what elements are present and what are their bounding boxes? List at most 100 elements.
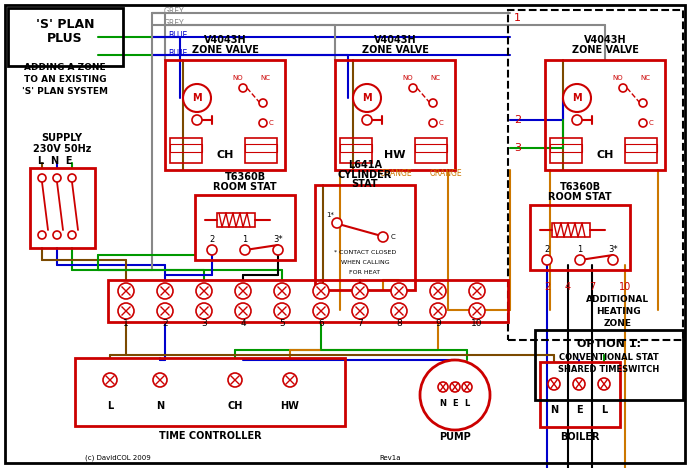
Text: 230V 50Hz: 230V 50Hz	[33, 144, 91, 154]
Text: L641A: L641A	[348, 160, 382, 170]
Text: ADDITIONAL: ADDITIONAL	[586, 295, 649, 305]
Circle shape	[183, 84, 211, 112]
Circle shape	[420, 360, 490, 430]
Bar	[217, 213, 255, 227]
Bar	[75, 358, 345, 426]
Text: NC: NC	[640, 75, 650, 81]
Circle shape	[598, 378, 610, 390]
Text: BOILER: BOILER	[560, 432, 600, 442]
Circle shape	[235, 283, 251, 299]
Text: NO: NO	[233, 75, 244, 81]
Circle shape	[391, 303, 407, 319]
Bar	[340, 144, 372, 152]
Text: WHEN CALLING: WHEN CALLING	[341, 261, 389, 265]
Circle shape	[53, 174, 61, 182]
Circle shape	[153, 373, 167, 387]
Text: BLUE: BLUE	[168, 30, 187, 39]
Circle shape	[273, 245, 283, 255]
Text: (c) DavidCOL 2009: (c) DavidCOL 2009	[85, 455, 150, 461]
Circle shape	[259, 99, 267, 107]
Text: M: M	[193, 93, 201, 103]
Text: CONVENTIONAL STAT: CONVENTIONAL STAT	[559, 353, 659, 363]
Text: 4: 4	[240, 319, 246, 328]
Text: CYLINDER: CYLINDER	[338, 170, 392, 180]
Text: 8: 8	[396, 319, 402, 328]
Text: E: E	[575, 405, 582, 415]
Text: Rev1a: Rev1a	[380, 455, 401, 461]
Text: 9: 9	[435, 319, 441, 328]
Text: N: N	[550, 405, 558, 415]
Text: L: L	[464, 398, 470, 408]
Text: 7: 7	[357, 319, 363, 328]
Text: ZONE: ZONE	[604, 320, 632, 329]
Text: 2: 2	[514, 115, 521, 125]
Bar	[545, 60, 665, 170]
Circle shape	[469, 303, 485, 319]
Bar	[170, 138, 202, 163]
Bar	[552, 223, 590, 237]
Text: ADDING A ZONE: ADDING A ZONE	[24, 64, 106, 73]
Circle shape	[429, 119, 437, 127]
Text: 1*: 1*	[326, 212, 334, 218]
Text: NO: NO	[403, 75, 413, 81]
Text: BLUE: BLUE	[168, 49, 187, 58]
Text: N: N	[156, 401, 164, 411]
Bar	[625, 144, 657, 152]
Text: 3*: 3*	[608, 246, 618, 255]
Text: 1: 1	[123, 319, 129, 328]
Circle shape	[409, 84, 417, 92]
Bar	[530, 205, 630, 270]
Text: 1: 1	[514, 13, 521, 23]
Text: 6: 6	[318, 319, 324, 328]
Bar	[315, 185, 415, 290]
Circle shape	[563, 84, 591, 112]
Bar	[30, 168, 95, 248]
Circle shape	[469, 283, 485, 299]
Circle shape	[542, 255, 552, 265]
Circle shape	[639, 119, 647, 127]
Circle shape	[619, 84, 627, 92]
Text: TO AN EXISTING: TO AN EXISTING	[23, 75, 106, 85]
Text: 2: 2	[162, 319, 168, 328]
Circle shape	[53, 231, 61, 239]
Text: V4043H: V4043H	[374, 35, 416, 45]
Circle shape	[38, 231, 46, 239]
Circle shape	[228, 373, 242, 387]
Bar	[170, 144, 202, 152]
Text: 1: 1	[578, 246, 582, 255]
Circle shape	[429, 99, 437, 107]
Circle shape	[450, 382, 460, 392]
Circle shape	[353, 84, 381, 112]
Circle shape	[391, 283, 407, 299]
Circle shape	[196, 303, 212, 319]
Text: 4: 4	[565, 282, 571, 292]
Circle shape	[313, 303, 329, 319]
Circle shape	[608, 255, 618, 265]
Circle shape	[352, 303, 368, 319]
Circle shape	[362, 115, 372, 125]
Circle shape	[118, 283, 134, 299]
Circle shape	[462, 382, 472, 392]
Text: ROOM STAT: ROOM STAT	[213, 182, 277, 192]
Text: CH: CH	[596, 150, 613, 160]
Text: C: C	[649, 120, 653, 126]
Text: 2: 2	[544, 246, 550, 255]
Bar	[415, 144, 447, 152]
Circle shape	[235, 303, 251, 319]
Text: CH: CH	[227, 401, 243, 411]
Bar	[625, 138, 657, 163]
Circle shape	[313, 283, 329, 299]
Text: GREY: GREY	[164, 19, 185, 28]
Circle shape	[438, 382, 448, 392]
Text: NC: NC	[260, 75, 270, 81]
Circle shape	[157, 283, 173, 299]
Bar	[415, 138, 447, 163]
Text: 1: 1	[242, 235, 248, 244]
Text: E: E	[452, 398, 457, 408]
Text: ROOM STAT: ROOM STAT	[548, 192, 612, 202]
Text: 3: 3	[514, 143, 521, 153]
Bar	[550, 144, 582, 152]
Text: 'S' PLAN: 'S' PLAN	[36, 19, 95, 31]
Text: PLUS: PLUS	[47, 31, 83, 44]
Circle shape	[196, 283, 212, 299]
